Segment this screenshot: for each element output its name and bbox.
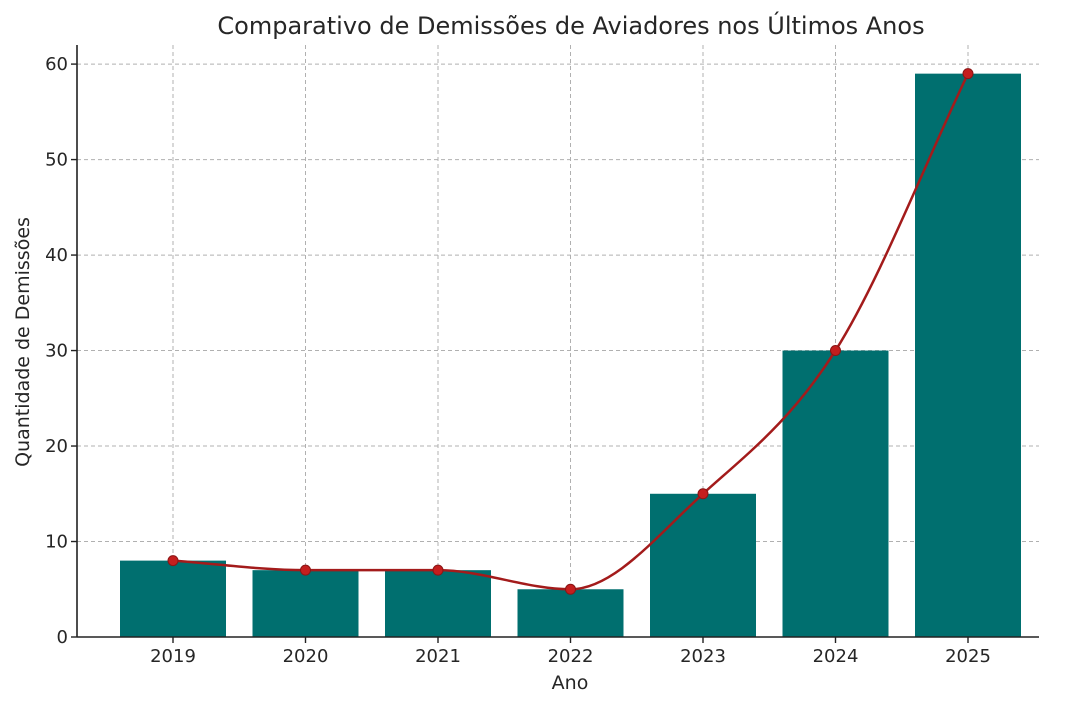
bar <box>385 570 491 637</box>
bar <box>252 570 359 637</box>
x-tick-label: 2020 <box>283 646 329 667</box>
y-tick-label: 20 <box>45 436 68 457</box>
bar <box>120 560 226 637</box>
trend-line <box>171 72 970 591</box>
trend-point <box>830 345 841 357</box>
y-tick-label: 50 <box>45 150 68 171</box>
x-tick-label: 2023 <box>680 646 726 667</box>
x-tick-label: 2019 <box>150 646 196 667</box>
chart-title: Comparativo de Demissões de Aviadores no… <box>217 10 924 40</box>
bar <box>517 589 624 637</box>
trend-line-group <box>167 68 974 595</box>
y-axis-label: Quantidade de Demissões <box>12 217 34 467</box>
trend-point <box>432 564 444 576</box>
trend-point <box>300 564 311 576</box>
x-tick-label: 2025 <box>945 646 991 667</box>
bar <box>915 73 1021 638</box>
trend-point <box>565 583 576 595</box>
bar <box>782 350 889 637</box>
x-tick-label: 2022 <box>548 646 594 667</box>
y-tick-label: 60 <box>45 54 68 75</box>
axes <box>76 45 1039 638</box>
y-tick-label: 30 <box>45 341 68 362</box>
x-axis-label: Ano <box>552 672 589 694</box>
bar <box>650 493 756 637</box>
grid <box>77 45 1039 638</box>
x-tick-label: 2024 <box>813 646 859 667</box>
x-ticks: 2019 2020 2021 2022 2023 2024 2025 <box>150 637 991 667</box>
trend-point <box>697 488 709 500</box>
y-tick-label: 10 <box>45 532 68 553</box>
y-tick-label: 40 <box>45 245 68 266</box>
y-ticks: 0 10 20 30 40 50 60 <box>45 54 77 648</box>
y-tick-label: 0 <box>57 627 68 648</box>
trend-point <box>962 68 974 80</box>
trend-point <box>167 555 179 567</box>
x-tick-label: 2021 <box>415 646 461 667</box>
